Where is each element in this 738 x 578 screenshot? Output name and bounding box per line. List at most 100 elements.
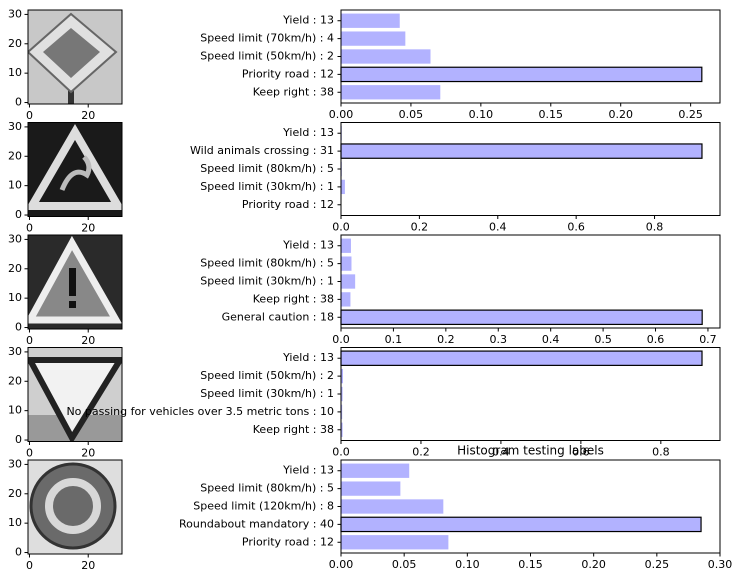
plot-frame [340,122,721,216]
x-tick-label: 0.25 [645,558,670,571]
y-tick-label: 10 [8,291,22,304]
sign-image [28,235,122,329]
y-tick-label: 30 [8,120,22,133]
category-label: Speed limit (50km/h) : 2 [200,50,334,63]
category-label: Speed limit (80km/h) : 5 [200,257,334,270]
x-tick-label: 0.1 [385,333,403,346]
category-label: Speed limit (30km/h) : 1 [200,387,334,400]
x-tick-label: 0.8 [652,446,670,459]
x-tick-label: 20 [81,109,95,122]
y-tick-label: 0 [15,433,22,446]
x-tick-label: 20 [81,334,95,347]
x-tick-label: 0.20 [608,108,633,121]
x-tick-label: 0.10 [469,108,494,121]
bar [341,31,406,46]
x-tick-label: 0 [26,222,33,235]
y-tick-label: 0 [15,208,22,221]
x-tick-label: 0 [26,447,33,460]
x-tick-label: 0.15 [518,558,543,571]
x-tick-label: 0.2 [412,446,430,459]
x-tick-label: 0.6 [647,333,665,346]
bar [341,49,431,64]
bar [341,386,343,402]
x-tick-label: 0 [26,109,33,122]
y-tick-label: 10 [8,404,22,417]
bar [341,404,343,420]
x-tick-label: 0.0 [332,446,350,459]
bar [341,463,410,478]
category-label: Speed limit (70km/h) : 4 [200,32,334,45]
x-tick-label: 0.0 [332,221,350,234]
category-label: Speed limit (80km/h) : 5 [200,162,334,175]
category-label: Roundabout mandatory : 40 [179,517,334,530]
category-label: Yield : 13 [282,126,334,139]
plot-frame [340,234,721,329]
x-tick-label: 0.6 [572,446,590,459]
bar [340,66,703,83]
category-label: No passing for vehicles over 3.5 metric … [66,405,334,418]
bar [341,535,449,550]
y-tick-label: 30 [8,345,22,358]
y-tick-label: 0 [15,321,22,334]
category-label: Yield : 13 [282,464,334,477]
image-frame [27,122,123,217]
category-label: Yield : 13 [282,239,334,252]
category-label: Speed limit (30km/h) : 1 [200,275,334,288]
x-tick-label: 20 [81,447,95,460]
x-tick-label: 0.05 [392,558,417,571]
sign-image [28,10,122,104]
y-tick-label: 0 [15,96,22,109]
image-frame [27,234,123,330]
y-tick-label: 30 [8,457,22,470]
x-tick-label: 20 [81,559,95,572]
plot-frame [340,9,721,104]
category-label: Yield : 13 [282,14,334,27]
sign-image [28,460,122,554]
bar [340,143,703,159]
x-tick-label: 0.0 [332,333,350,346]
image-frame [27,9,123,105]
sign-image [28,347,122,442]
category-label: Priority road : 12 [242,535,334,548]
x-tick-label: 0.30 [708,558,733,571]
x-tick-label: 0.5 [594,333,612,346]
bar [341,274,356,289]
category-label: Speed limit (30km/h) : 1 [200,180,334,193]
category-label: Priority road : 12 [242,67,334,80]
x-tick-label: 0.8 [646,221,664,234]
category-label: Keep right : 38 [253,423,334,436]
y-tick-label: 0 [15,546,22,559]
x-tick-label: 0.7 [699,333,717,346]
category-label: Speed limit (80km/h) : 5 [200,482,334,495]
x-tick-label: 0.4 [542,333,560,346]
category-label: General caution : 18 [222,310,334,323]
y-tick-label: 30 [8,7,22,20]
x-tick-label: 0.10 [455,558,480,571]
x-tick-label: 0 [26,559,33,572]
sign-image [28,122,122,217]
y-tick-label: 20 [8,37,22,50]
category-label: Priority road : 12 [242,198,334,211]
bar [341,256,352,271]
y-tick-label: 10 [8,179,22,192]
x-tick-label: 0.25 [678,108,703,121]
x-tick-label: 0.4 [492,446,510,459]
y-tick-label: 20 [8,374,22,387]
bar [341,481,401,496]
x-tick-label: 0.00 [329,558,354,571]
image-frame [27,347,123,442]
x-tick-label: 0.4 [489,221,507,234]
category-label: Yield : 13 [282,351,334,364]
x-tick-label: 0.20 [581,558,606,571]
x-tick-label: 0.15 [539,108,564,121]
bar [340,516,702,533]
bar [341,238,351,253]
y-tick-label: 20 [8,149,22,162]
x-tick-label: 0.05 [399,108,424,121]
y-tick-label: 30 [8,232,22,245]
y-tick-label: 10 [8,66,22,79]
x-tick-label: 0.3 [490,333,508,346]
x-tick-label: 0.2 [411,221,429,234]
bar [341,422,343,437]
